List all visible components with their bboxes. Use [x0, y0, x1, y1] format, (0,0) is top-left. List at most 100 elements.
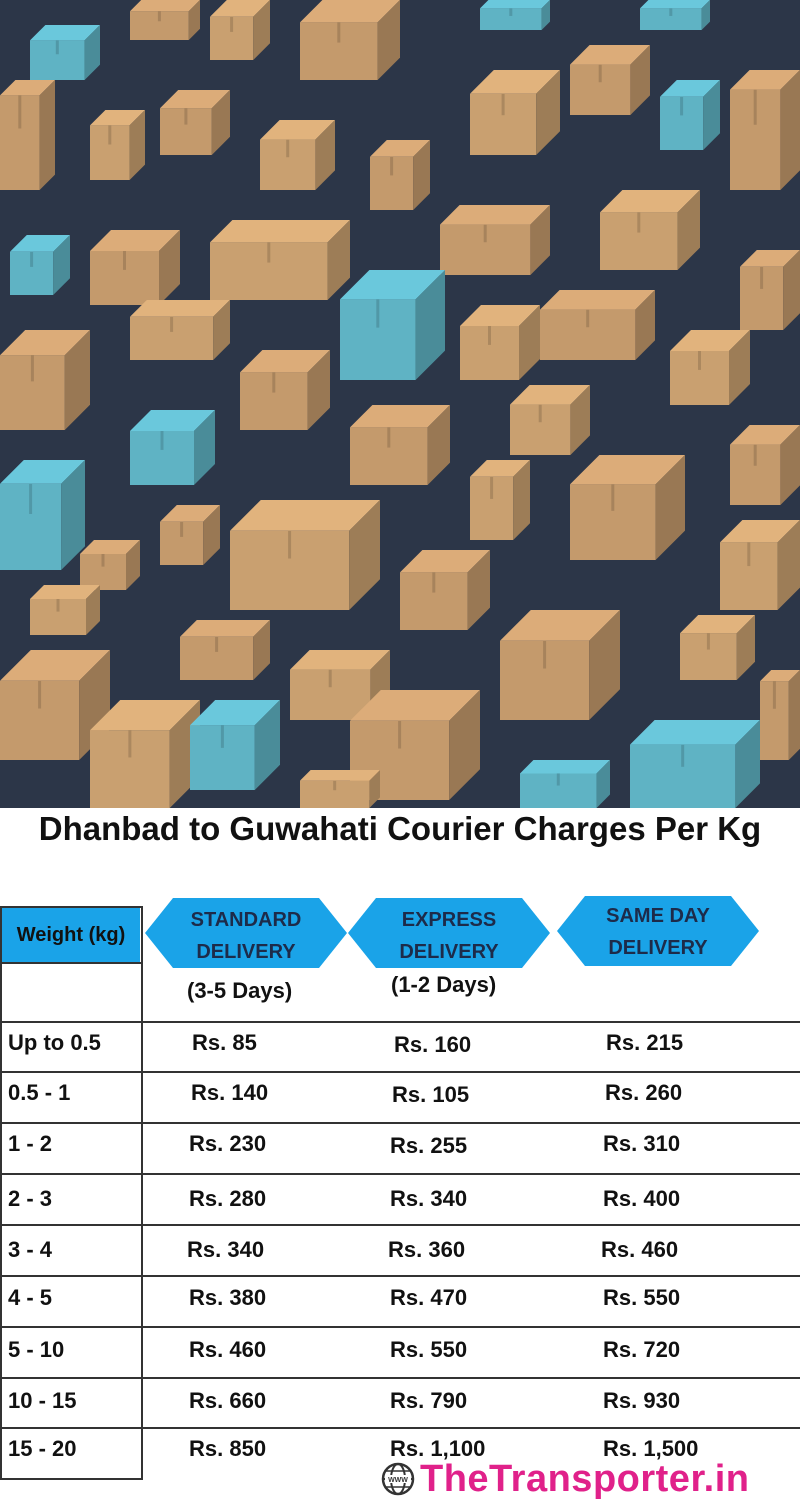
row-divider — [0, 1122, 800, 1124]
cardboard-box — [260, 120, 335, 190]
express-duration: (1-2 Days) — [391, 972, 497, 997]
cardboard-box — [160, 505, 220, 565]
brand-name: TheTransporter.in — [420, 1457, 750, 1500]
same-day-price-cell: Rs. 215 — [606, 1030, 684, 1055]
globe-www-icon: WWW — [381, 1462, 415, 1496]
weight-cell: 10 - 15 — [8, 1388, 77, 1413]
brand-logo[interactable]: WWW TheTransporter.in — [380, 1458, 749, 1500]
cardboard-box — [210, 220, 350, 300]
standard-label-line1: STANDARD — [190, 909, 302, 931]
cardboard-box — [340, 270, 445, 380]
same-day-price-cell: Rs. 400 — [603, 1186, 681, 1211]
cardboard-box — [0, 460, 85, 570]
same-day-price-cell: Rs. 550 — [603, 1285, 681, 1310]
cardboard-box — [730, 425, 800, 505]
cardboard-box — [480, 0, 550, 30]
weight-cell: Up to 0.5 — [8, 1030, 101, 1055]
row-divider — [0, 1071, 800, 1073]
standard-price-cell: Rs. 230 — [189, 1131, 267, 1156]
weight-cell: 5 - 10 — [8, 1337, 65, 1362]
cardboard-box — [0, 80, 55, 190]
cardboard-box — [350, 690, 480, 800]
cardboard-box — [130, 410, 215, 485]
same-day-delivery-header: SAME DAY DELIVERY — [557, 896, 759, 966]
cardboard-box — [660, 80, 720, 150]
same-day-label-line2: DELIVERY — [608, 937, 708, 959]
cardboard-box — [130, 300, 230, 360]
express-price-cell: Rs. 360 — [388, 1237, 466, 1262]
weight-cell: 3 - 4 — [8, 1237, 53, 1262]
cardboard-box — [470, 460, 530, 540]
cardboard-box — [0, 330, 90, 430]
cardboard-box — [440, 205, 550, 275]
cardboard-box — [370, 140, 430, 210]
standard-price-cell: Rs. 280 — [189, 1186, 267, 1211]
cardboard-box — [0, 650, 110, 760]
cardboard-box — [300, 0, 400, 80]
cardboard-box — [130, 0, 200, 40]
same-day-price-cell: Rs. 460 — [601, 1237, 679, 1262]
express-price-cell: Rs. 790 — [390, 1388, 468, 1413]
table-header-divider — [0, 962, 143, 964]
cardboard-box — [460, 305, 540, 380]
express-price-cell: Rs. 160 — [394, 1032, 472, 1057]
cardboard-box — [760, 670, 800, 760]
express-price-cell: Rs. 550 — [390, 1337, 468, 1362]
standard-duration: (3-5 Days) — [187, 978, 293, 1003]
cardboard-box — [230, 500, 380, 610]
page-title: Dhanbad to Guwahati Courier Charges Per … — [38, 810, 762, 847]
weight-column-header: Weight (kg) — [2, 908, 140, 962]
cardboard-box — [600, 190, 700, 270]
express-price-cell: Rs. 105 — [392, 1082, 470, 1107]
cardboard-box — [470, 70, 560, 155]
same-day-price-cell: Rs. 930 — [603, 1388, 681, 1413]
express-price-cell: Rs. 1,100 — [390, 1436, 486, 1461]
express-label-line1: EXPRESS — [401, 909, 497, 931]
row-divider — [0, 1275, 800, 1277]
cardboard-box — [510, 385, 590, 455]
table-left-border — [0, 906, 2, 1480]
row-divider — [0, 1377, 800, 1379]
cardboard-boxes-illustration — [0, 0, 800, 808]
hero-illustration — [0, 0, 800, 808]
cardboard-box — [90, 230, 180, 305]
standard-label-line2: DELIVERY — [196, 941, 296, 963]
weight-cell: 0.5 - 1 — [8, 1080, 71, 1105]
cardboard-box — [640, 0, 710, 30]
row-divider — [0, 1427, 800, 1429]
cardboard-box — [80, 540, 140, 590]
row-divider — [0, 1021, 800, 1023]
cardboard-box — [520, 760, 610, 808]
standard-price-cell: Rs. 85 — [192, 1030, 257, 1055]
cardboard-box — [670, 330, 750, 405]
cardboard-box — [240, 350, 330, 430]
cardboard-box — [10, 235, 70, 295]
standard-price-cell: Rs. 460 — [189, 1337, 267, 1362]
cardboard-box — [570, 45, 650, 115]
weight-cell: 2 - 3 — [8, 1186, 53, 1211]
row-divider — [0, 1224, 800, 1226]
cardboard-box — [90, 700, 200, 808]
cardboard-box — [400, 550, 490, 630]
cardboard-box — [630, 720, 760, 808]
weight-cell: 1 - 2 — [8, 1131, 53, 1156]
table-top-border — [0, 906, 143, 908]
cardboard-box — [30, 25, 100, 80]
same-day-price-cell: Rs. 260 — [605, 1080, 683, 1105]
cardboard-box — [680, 615, 755, 680]
table-weight-divider — [141, 906, 143, 1480]
cardboard-box — [500, 610, 620, 720]
weight-cell: 4 - 5 — [8, 1285, 53, 1310]
standard-price-cell: Rs. 340 — [187, 1237, 265, 1262]
same-day-price-cell: Rs. 310 — [603, 1131, 681, 1156]
express-price-cell: Rs. 340 — [390, 1186, 468, 1211]
weight-cell: 15 - 20 — [8, 1436, 77, 1461]
cardboard-box — [730, 70, 800, 190]
express-label-line2: DELIVERY — [399, 941, 499, 963]
standard-price-cell: Rs. 140 — [191, 1080, 269, 1105]
standard-delivery-header: STANDARD DELIVERY — [145, 898, 347, 968]
same-day-label-line1: SAME DAY — [606, 905, 710, 927]
cardboard-box — [740, 250, 800, 330]
cardboard-box — [300, 770, 380, 808]
cardboard-box — [540, 290, 655, 360]
